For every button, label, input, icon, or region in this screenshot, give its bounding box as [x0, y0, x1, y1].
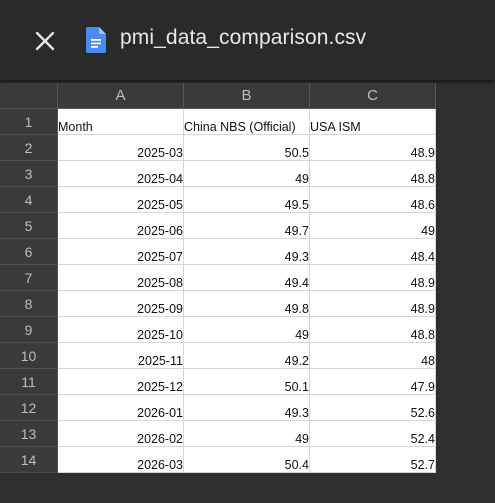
cell-a5[interactable]: 2025-06: [57, 212, 184, 239]
cell-c13[interactable]: 52.4: [309, 420, 436, 447]
cell-b2[interactable]: 50.5: [183, 134, 310, 161]
cell-c8[interactable]: 48.9: [309, 290, 436, 317]
cell-c12[interactable]: 52.6: [309, 394, 436, 421]
file-name: pmi_data_comparison.csv: [120, 26, 367, 49]
table-row: 4 2025-05 49.5 48.6: [0, 186, 436, 213]
cell-b7[interactable]: 49.4: [183, 264, 310, 291]
cell-b11[interactable]: 50.1: [183, 368, 310, 395]
cell-a7[interactable]: 2025-08: [57, 264, 184, 291]
row-number[interactable]: 14: [0, 446, 58, 473]
row-number[interactable]: 3: [0, 160, 58, 187]
cell-c3[interactable]: 48.8: [309, 160, 436, 187]
cell-a14[interactable]: 2026-03: [57, 446, 184, 473]
cell-b4[interactable]: 49.5: [183, 186, 310, 213]
cell-b8[interactable]: 49.8: [183, 290, 310, 317]
cell-a10[interactable]: 2025-11: [57, 342, 184, 369]
cell-c9[interactable]: 48.8: [309, 316, 436, 343]
table-row: 7 2025-08 49.4 48.9: [0, 264, 436, 291]
column-header-row: A B C: [0, 83, 436, 109]
table-row: 2 2025-03 50.5 48.9: [0, 134, 436, 161]
table-row: 9 2025-10 49 48.8: [0, 316, 436, 343]
file-preview-header: pmi_data_comparison.csv: [0, 0, 495, 80]
cell-c5[interactable]: 49: [309, 212, 436, 239]
row-number[interactable]: 2: [0, 134, 58, 161]
select-all-corner[interactable]: [0, 83, 58, 109]
table-row: 11 2025-12 50.1 47.9: [0, 368, 436, 395]
column-header-b[interactable]: B: [183, 83, 310, 109]
cell-b13[interactable]: 49: [183, 420, 310, 447]
table-row: 5 2025-06 49.7 49: [0, 212, 436, 239]
row-number[interactable]: 1: [0, 108, 58, 135]
table-row: 13 2026-02 49 52.4: [0, 420, 436, 447]
cell-c7[interactable]: 48.9: [309, 264, 436, 291]
row-number[interactable]: 13: [0, 420, 58, 447]
cell-a4[interactable]: 2025-05: [57, 186, 184, 213]
table-row: 1 Month China NBS (Official) USA ISM: [0, 108, 436, 135]
table-row: 8 2025-09 49.8 48.9: [0, 290, 436, 317]
cell-a8[interactable]: 2025-09: [57, 290, 184, 317]
table-row: 3 2025-04 49 48.8: [0, 160, 436, 187]
cell-c6[interactable]: 48.4: [309, 238, 436, 265]
row-number[interactable]: 8: [0, 290, 58, 317]
cell-a2[interactable]: 2025-03: [57, 134, 184, 161]
cell-b10[interactable]: 49.2: [183, 342, 310, 369]
cell-b3[interactable]: 49: [183, 160, 310, 187]
spreadsheet-grid: A B C 1 Month China NBS (Official) USA I…: [0, 83, 436, 473]
cell-b12[interactable]: 49.3: [183, 394, 310, 421]
cell-a3[interactable]: 2025-04: [57, 160, 184, 187]
row-number[interactable]: 12: [0, 394, 58, 421]
column-header-a[interactable]: A: [57, 83, 184, 109]
cell-c4[interactable]: 48.6: [309, 186, 436, 213]
row-number[interactable]: 6: [0, 238, 58, 265]
table-row: 14 2026-03 50.4 52.7: [0, 446, 436, 473]
cell-c14[interactable]: 52.7: [309, 446, 436, 473]
cell-b14[interactable]: 50.4: [183, 446, 310, 473]
google-docs-file-icon: [86, 27, 106, 53]
cell-c1[interactable]: USA ISM: [309, 108, 436, 135]
cell-c10[interactable]: 48: [309, 342, 436, 369]
table-row: 12 2026-01 49.3 52.6: [0, 394, 436, 421]
cell-a6[interactable]: 2025-07: [57, 238, 184, 265]
cell-a12[interactable]: 2026-01: [57, 394, 184, 421]
close-icon[interactable]: [30, 26, 60, 56]
row-number[interactable]: 4: [0, 186, 58, 213]
cell-a13[interactable]: 2026-02: [57, 420, 184, 447]
table-row: 10 2025-11 49.2 48: [0, 342, 436, 369]
cell-a11[interactable]: 2025-12: [57, 368, 184, 395]
cell-a1[interactable]: Month: [57, 108, 184, 135]
cell-a9[interactable]: 2025-10: [57, 316, 184, 343]
column-header-c[interactable]: C: [309, 83, 436, 109]
row-number[interactable]: 5: [0, 212, 58, 239]
cell-b9[interactable]: 49: [183, 316, 310, 343]
cell-c2[interactable]: 48.9: [309, 134, 436, 161]
row-number[interactable]: 11: [0, 368, 58, 395]
cell-b1[interactable]: China NBS (Official): [183, 108, 310, 135]
cell-b5[interactable]: 49.7: [183, 212, 310, 239]
row-number[interactable]: 7: [0, 264, 58, 291]
cell-c11[interactable]: 47.9: [309, 368, 436, 395]
row-number[interactable]: 9: [0, 316, 58, 343]
cell-b6[interactable]: 49.3: [183, 238, 310, 265]
row-number[interactable]: 10: [0, 342, 58, 369]
table-row: 6 2025-07 49.3 48.4: [0, 238, 436, 265]
